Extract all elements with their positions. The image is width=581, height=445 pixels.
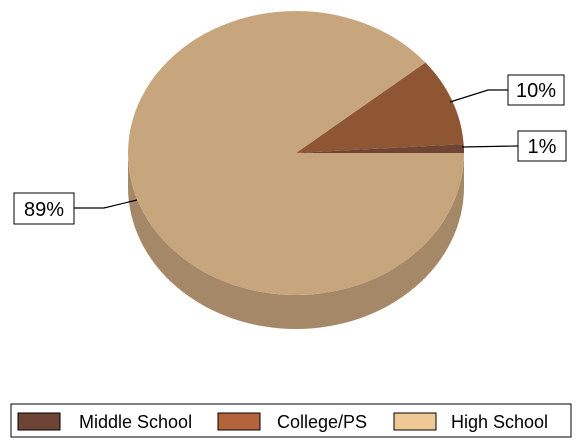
legend-swatch-high-school	[393, 412, 437, 431]
pie-slice-college-ps	[296, 62, 464, 153]
callout-college: 10%	[507, 74, 565, 106]
callout-middle: 1%	[517, 130, 567, 162]
pie-side-high-school	[128, 153, 464, 329]
leader-middle	[461, 145, 519, 148]
pie-depth	[128, 153, 464, 329]
legend-swatch-middle-school	[17, 412, 61, 431]
legend-label-college-ps: College/PS	[277, 412, 367, 432]
pie-slice-high-school	[128, 10, 464, 295]
data-label-college: 10%	[516, 80, 556, 102]
leader-high	[74, 199, 138, 209]
data-label-high: 89%	[24, 199, 64, 221]
legend-label-high-school: High School	[451, 412, 548, 432]
leader-college	[449, 89, 508, 103]
legend: Middle School College/PS High School	[10, 403, 572, 438]
legend-swatch-college-ps	[217, 412, 261, 431]
data-label-middle: 1%	[528, 136, 557, 158]
pie-top	[128, 10, 464, 295]
pie-slice-middle-school	[296, 144, 464, 153]
callout-high: 89%	[13, 192, 75, 225]
legend-label-middle-school: Middle School	[79, 412, 192, 432]
